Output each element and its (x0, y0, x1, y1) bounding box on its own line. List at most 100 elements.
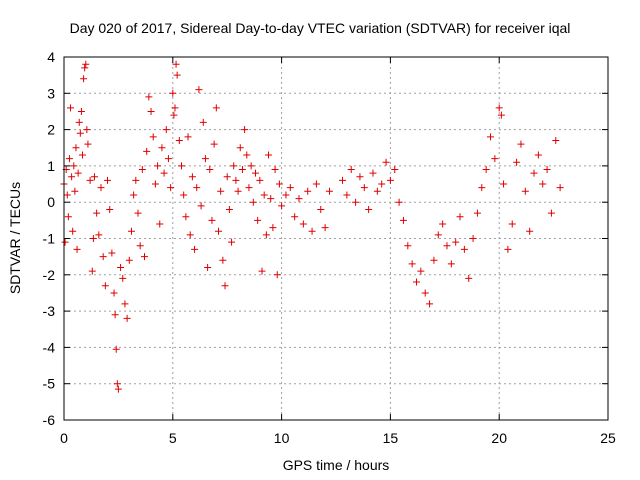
x-tick-label: 20 (491, 430, 507, 446)
data-point (223, 173, 231, 181)
data-point (127, 227, 135, 235)
data-point (421, 289, 429, 297)
data-point (369, 169, 377, 177)
data-point (158, 144, 166, 152)
data-point (93, 209, 101, 217)
data-point (547, 209, 555, 217)
data-point (75, 118, 83, 126)
data-point (486, 133, 494, 141)
points-layer (60, 60, 564, 393)
y-axis-label: SDTVAR / TECUs (7, 182, 23, 294)
data-point (243, 151, 251, 159)
data-point (513, 158, 521, 166)
data-point (114, 385, 122, 393)
y-tick-label: 1 (47, 158, 55, 174)
data-point (447, 260, 455, 268)
data-point (143, 147, 151, 155)
data-point (99, 253, 107, 261)
x-tick-label: 25 (600, 430, 616, 446)
data-point (262, 231, 270, 239)
y-tick-label: -4 (43, 339, 56, 355)
data-point (101, 282, 109, 290)
data-point (325, 187, 333, 195)
data-point (160, 169, 168, 177)
data-point (299, 220, 307, 228)
data-point (191, 245, 199, 253)
data-point (162, 126, 170, 134)
data-point (141, 253, 149, 261)
data-point (241, 126, 249, 134)
data-point (125, 256, 133, 264)
data-point (275, 180, 283, 188)
data-point (180, 191, 188, 199)
data-point (69, 227, 77, 235)
data-point (491, 155, 499, 163)
data-point (295, 195, 303, 203)
data-point (373, 187, 381, 195)
data-point (111, 311, 119, 319)
data-point (134, 209, 142, 217)
data-point (304, 187, 312, 195)
data-point (156, 220, 164, 228)
data-point (256, 176, 264, 184)
data-point (77, 107, 85, 115)
data-point (89, 235, 97, 242)
data-point (90, 173, 98, 181)
data-point (443, 242, 451, 250)
data-point (178, 162, 186, 170)
data-point (500, 180, 508, 188)
data-point (497, 111, 505, 119)
data-point (67, 104, 75, 112)
data-point (108, 249, 116, 257)
data-point (97, 184, 105, 192)
data-point (149, 133, 157, 141)
data-point (232, 176, 240, 184)
data-point (130, 191, 138, 199)
data-point (95, 231, 103, 239)
data-point (452, 238, 460, 246)
data-point (151, 180, 159, 188)
data-point (170, 111, 178, 119)
data-point (110, 289, 118, 297)
data-point (76, 129, 84, 137)
data-point (172, 60, 180, 68)
data-point (352, 198, 360, 206)
y-tick-label: -2 (43, 267, 56, 283)
data-point (154, 162, 162, 170)
data-point (408, 260, 416, 268)
data-point (534, 151, 542, 159)
data-point (526, 227, 534, 235)
data-point (123, 314, 131, 322)
data-point (258, 267, 266, 275)
data-point (391, 166, 399, 174)
data-point (413, 278, 421, 286)
data-point (65, 155, 73, 163)
data-point (269, 224, 277, 232)
data-point (543, 166, 551, 174)
data-point (117, 264, 125, 272)
data-point (119, 274, 127, 282)
data-point (495, 104, 503, 112)
data-point (136, 242, 144, 250)
data-point (182, 213, 190, 221)
y-tick-label: 0 (47, 194, 55, 210)
data-point (360, 184, 368, 192)
data-point (469, 235, 477, 242)
x-axis-label: GPS time / hours (283, 457, 390, 473)
chart-title: Day 020 of 2017, Sidereal Day-to-day VTE… (70, 20, 571, 36)
data-point (347, 166, 355, 174)
data-point (508, 220, 516, 228)
data-point (74, 169, 82, 177)
data-point (339, 176, 347, 184)
x-tick-label: 10 (274, 430, 290, 446)
data-point (71, 187, 79, 195)
data-point (249, 198, 257, 206)
data-point (199, 118, 207, 126)
data-point (460, 245, 468, 253)
data-point (278, 202, 286, 210)
data-point (430, 256, 438, 264)
data-point (73, 245, 81, 253)
data-point (478, 184, 486, 192)
